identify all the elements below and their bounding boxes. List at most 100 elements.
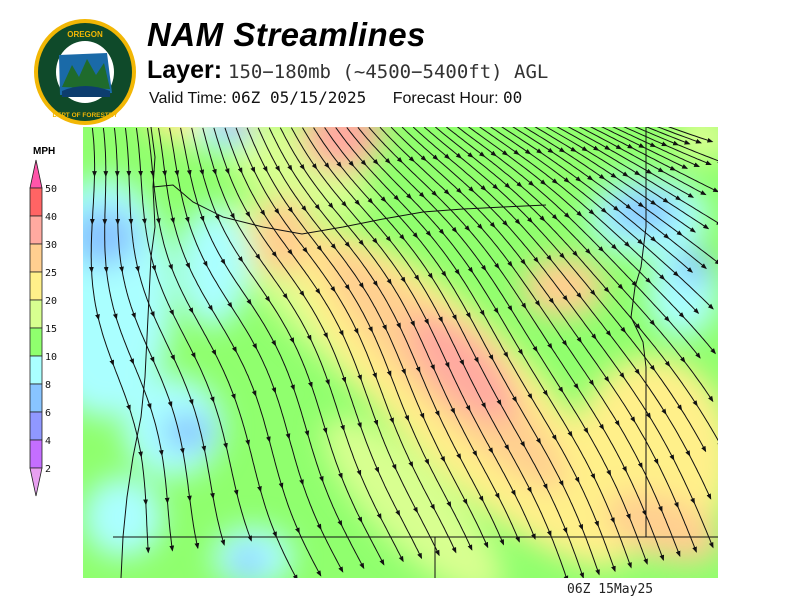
streamline-segment bbox=[563, 257, 596, 296]
streamline-segment bbox=[335, 248, 364, 289]
streamline-segment bbox=[140, 175, 147, 225]
streamline-segment bbox=[615, 176, 657, 206]
forecast-hour-value: 00 bbox=[502, 88, 523, 107]
streamline-segment bbox=[140, 456, 148, 506]
streamline-segment bbox=[376, 285, 401, 329]
streamline-segment bbox=[413, 160, 450, 195]
streamline-segment bbox=[457, 127, 497, 157]
streamline-segment bbox=[410, 198, 445, 235]
streamline-segment bbox=[375, 377, 394, 424]
streamline-segment bbox=[530, 491, 552, 537]
streamline-segment bbox=[546, 394, 573, 438]
streamline-segment bbox=[189, 174, 205, 223]
streamline-segment bbox=[313, 127, 342, 168]
streamline-segment bbox=[235, 127, 256, 174]
streamline-segment bbox=[390, 240, 420, 282]
legend-swatch bbox=[29, 411, 43, 441]
streamline-segment bbox=[106, 271, 118, 320]
streamline-segment bbox=[303, 169, 334, 209]
streamline-segment bbox=[605, 212, 644, 245]
streamline-segment bbox=[91, 271, 100, 321]
streamline-segment bbox=[233, 218, 261, 260]
streamline-segment bbox=[566, 532, 584, 578]
streamline-segment bbox=[430, 235, 460, 276]
streamline-segment bbox=[306, 252, 336, 293]
streamline-segment bbox=[443, 233, 474, 274]
streamline-segment bbox=[164, 175, 175, 224]
streamline-segment bbox=[536, 351, 564, 393]
streamline-segment bbox=[177, 175, 190, 224]
streamline-segment bbox=[169, 127, 180, 177]
streamline-segment bbox=[427, 323, 450, 369]
layer-info: Layer: 150−180mb (~4500−5400ft) AGL bbox=[147, 56, 548, 85]
streamline-segment bbox=[281, 487, 300, 534]
streamline-segment bbox=[562, 485, 583, 531]
streamline-segment bbox=[116, 318, 134, 365]
streamline-segment bbox=[346, 127, 379, 165]
streamline-segment bbox=[211, 309, 237, 353]
streamline-segment bbox=[275, 345, 295, 391]
streamline-segment bbox=[348, 289, 373, 333]
streamline-segment bbox=[328, 167, 361, 206]
streamline-segment bbox=[696, 405, 718, 448]
streamline-segment bbox=[567, 127, 611, 151]
streamline-segment bbox=[335, 127, 367, 166]
streamline-segment bbox=[324, 127, 355, 167]
streamline-segment bbox=[580, 180, 620, 212]
streamline-segment bbox=[385, 329, 406, 376]
speed-fill-region bbox=[83, 207, 138, 267]
streamline-segment bbox=[144, 223, 157, 272]
streamline-segment bbox=[485, 189, 521, 225]
streamline-segment bbox=[654, 324, 686, 363]
streamline-segment bbox=[390, 283, 415, 327]
streamline-segment bbox=[385, 201, 419, 239]
streamline-segment bbox=[556, 127, 600, 151]
streamline-segment bbox=[550, 535, 569, 578]
streamline-segment bbox=[202, 174, 220, 221]
streamline-segment bbox=[642, 206, 683, 236]
streamline-segment bbox=[473, 191, 509, 227]
streamline-segment bbox=[592, 179, 632, 210]
streamline-segment bbox=[609, 149, 653, 174]
streamline-segment bbox=[218, 219, 244, 263]
streamline-segment bbox=[483, 155, 523, 188]
streamline-segment bbox=[399, 327, 421, 373]
speed-fill-region bbox=[675, 249, 711, 285]
streamline-segment bbox=[655, 240, 694, 273]
streamline-segment bbox=[693, 502, 714, 549]
streamline-segment bbox=[580, 297, 612, 337]
streamline-segment bbox=[357, 333, 377, 379]
streamline-segment bbox=[417, 237, 447, 278]
streamline-segment bbox=[437, 159, 475, 193]
streamline-segment bbox=[448, 158, 487, 191]
streamline-segment bbox=[667, 201, 710, 230]
streamline-segment bbox=[680, 199, 718, 226]
streamline-segment bbox=[291, 211, 323, 252]
streamline-segment bbox=[112, 364, 131, 412]
streamline-segment bbox=[231, 307, 258, 350]
streamline-segment bbox=[353, 165, 387, 203]
streamline-segment bbox=[597, 525, 616, 573]
legend-tick-label: 10 bbox=[45, 352, 57, 363]
streamline-segment bbox=[634, 127, 680, 146]
streamline-segment bbox=[593, 213, 631, 248]
streamline-segment bbox=[103, 223, 109, 273]
streamline-segment bbox=[412, 127, 451, 160]
layer-label: Layer: bbox=[147, 56, 223, 84]
streamline-segment bbox=[681, 409, 707, 453]
streamline-segment bbox=[161, 454, 170, 504]
streamline-segment bbox=[566, 300, 597, 340]
streamline-segment bbox=[204, 450, 215, 500]
streamline-segment bbox=[677, 507, 697, 553]
streamline-segment bbox=[580, 341, 610, 383]
streamline-segment bbox=[506, 225, 539, 264]
streamline-segment bbox=[192, 404, 207, 452]
streamline-segment bbox=[592, 384, 620, 427]
streamline-segment bbox=[571, 436, 596, 480]
streamline-segment bbox=[236, 494, 252, 542]
streamline-segment bbox=[476, 455, 500, 500]
streamline-segment bbox=[615, 248, 652, 284]
streamline-segment bbox=[642, 243, 680, 277]
streamline-segment bbox=[341, 525, 365, 570]
streamline-segment bbox=[639, 328, 671, 368]
